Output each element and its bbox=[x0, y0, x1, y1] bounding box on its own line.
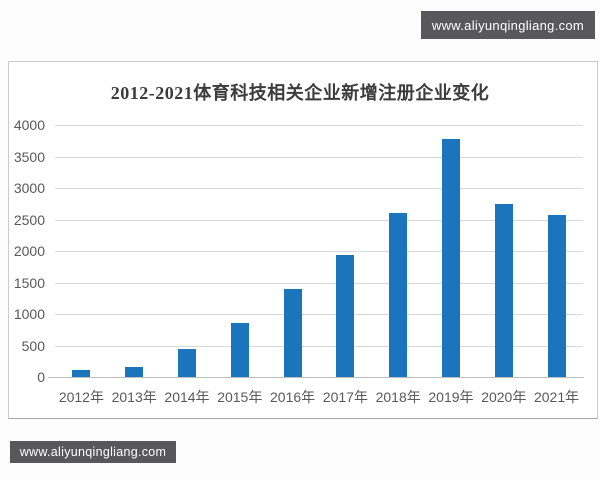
bar-2014年 bbox=[178, 348, 196, 377]
x-tick-label-2014年: 2014年 bbox=[164, 389, 210, 405]
x-tick-label-2020年: 2020年 bbox=[481, 389, 527, 405]
y-tick-label-500: 500 bbox=[21, 337, 45, 354]
bar-2021年 bbox=[547, 215, 566, 377]
y-tick-label-0: 0 bbox=[37, 369, 45, 385]
bar-2015年 bbox=[230, 323, 249, 377]
x-tick-label-2016年: 2016年 bbox=[270, 389, 316, 405]
gridline-3500 bbox=[55, 156, 583, 158]
y-tick-label-2500: 2500 bbox=[13, 211, 45, 228]
x-axis-labels: 2012年 2013年 2014年 2015年 2016年 2017年 2018年 2019年… bbox=[55, 388, 583, 406]
y-tick-label-1000: 1000 bbox=[13, 306, 45, 322]
x-tick-label-2021年: 2021年 bbox=[533, 389, 580, 405]
bar-2017年 bbox=[336, 255, 355, 377]
bar-2016年 bbox=[283, 289, 302, 377]
x-tick-label-2015年: 2015年 bbox=[217, 389, 263, 405]
gridline-3000 bbox=[55, 188, 583, 189]
watermark-top: www.aliyunqingliang.com bbox=[421, 11, 595, 39]
y-tick-label-3000: 3000 bbox=[13, 180, 45, 196]
x-tick-label-2017年: 2017年 bbox=[322, 389, 368, 405]
bar-2020年 bbox=[494, 204, 513, 377]
bar-2013年 bbox=[125, 366, 144, 377]
gridline-1000 bbox=[55, 314, 583, 315]
gridline-2500 bbox=[55, 219, 583, 221]
gridline-4000 bbox=[55, 125, 583, 126]
gridline-500 bbox=[55, 345, 583, 347]
bar-2012年 bbox=[72, 370, 91, 377]
watermark-bottom: www.aliyunqingliang.com bbox=[10, 441, 176, 463]
x-tick-label-2019年: 2019年 bbox=[428, 389, 474, 405]
x-tick-label-2013年: 2013年 bbox=[111, 389, 157, 405]
gridline-2000 bbox=[55, 251, 583, 252]
x-tick-label-2018年: 2018年 bbox=[375, 389, 421, 405]
x-tick-label-2012年: 2012年 bbox=[58, 389, 104, 405]
bar-2018年 bbox=[389, 213, 408, 377]
chart-title: 2012-2021体育科技相关企业新增注册企业变化 bbox=[110, 83, 490, 103]
y-tick-label-2000: 2000 bbox=[13, 243, 45, 259]
y-tick-label-4000: 4000 bbox=[13, 117, 45, 133]
y-tick-label-1500: 1500 bbox=[13, 274, 45, 291]
x-axis-line bbox=[48, 377, 584, 378]
bar-2019年 bbox=[442, 139, 460, 377]
gridline-1500 bbox=[55, 282, 583, 284]
y-tick-label-3500: 3500 bbox=[13, 148, 45, 165]
plot-area bbox=[55, 125, 583, 377]
